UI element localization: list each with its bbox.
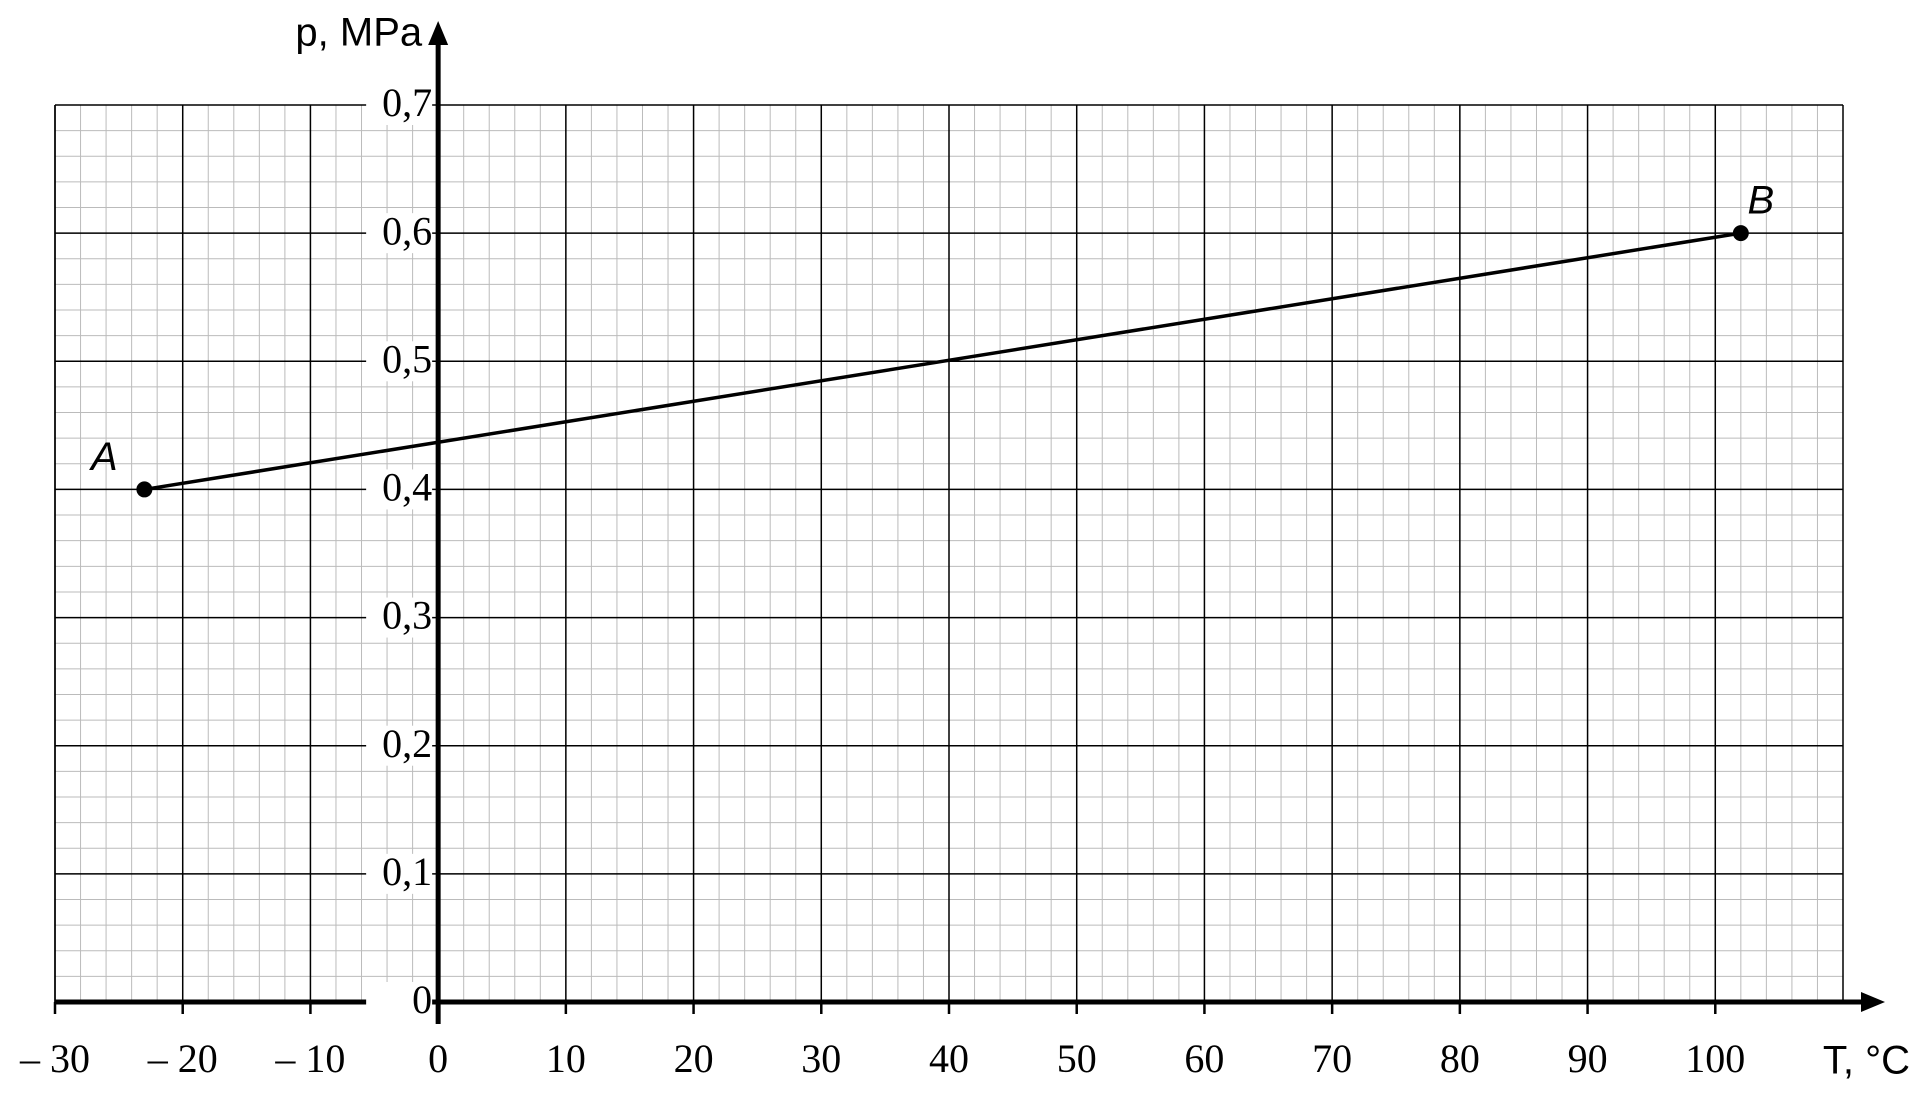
y-axis-arrow xyxy=(428,21,449,45)
data-line xyxy=(144,231,1742,492)
x-tick-label: – 30 xyxy=(19,1036,90,1081)
x-tick-label: 0 xyxy=(428,1036,448,1081)
y-tick-label: 0,3 xyxy=(382,593,432,638)
x-tick-label: 70 xyxy=(1312,1036,1352,1081)
y-tick-label: 0,2 xyxy=(382,721,432,766)
y-tick-label: 0,4 xyxy=(382,465,432,510)
point-label: A xyxy=(89,435,118,479)
y-tick-label-bg xyxy=(366,213,433,254)
y-tick-label: 0,6 xyxy=(382,208,432,253)
x-tick-label: 10 xyxy=(546,1036,586,1081)
x-tick-label: 20 xyxy=(674,1036,714,1081)
x-tick-label: 90 xyxy=(1568,1036,1608,1081)
y-tick-label-bg xyxy=(366,469,433,510)
x-tick-label: 80 xyxy=(1440,1036,1480,1081)
data-point xyxy=(1732,225,1749,242)
data-point xyxy=(136,481,153,498)
y-tick-label: 0,5 xyxy=(382,336,432,381)
x-tick-label: 100 xyxy=(1685,1036,1745,1081)
y-axis-label: p, MPa xyxy=(295,11,422,55)
point-label: B xyxy=(1747,179,1774,223)
y-tick-label: 0,1 xyxy=(382,849,432,894)
y-tick-label-bg xyxy=(366,853,433,894)
x-tick-label: 40 xyxy=(929,1036,969,1081)
x-tick-label: 60 xyxy=(1184,1036,1224,1081)
x-axis-label: T, °C xyxy=(1823,1039,1910,1083)
x-tick-label: – 20 xyxy=(147,1036,218,1081)
y-tick-label-bg xyxy=(366,982,433,1022)
x-tick-label: – 10 xyxy=(274,1036,345,1081)
x-axis-arrow xyxy=(1861,992,1885,1012)
y-tick-label: 0 xyxy=(412,977,432,1022)
y-tick-label-bg xyxy=(366,341,433,382)
y-tick-label-bg xyxy=(366,85,433,125)
x-tick-label: 50 xyxy=(1057,1036,1097,1081)
y-tick-label: 0,7 xyxy=(382,80,432,125)
x-tick-label: 30 xyxy=(801,1036,841,1081)
y-tick-label-bg xyxy=(366,725,433,766)
y-tick-label-bg xyxy=(366,597,433,638)
